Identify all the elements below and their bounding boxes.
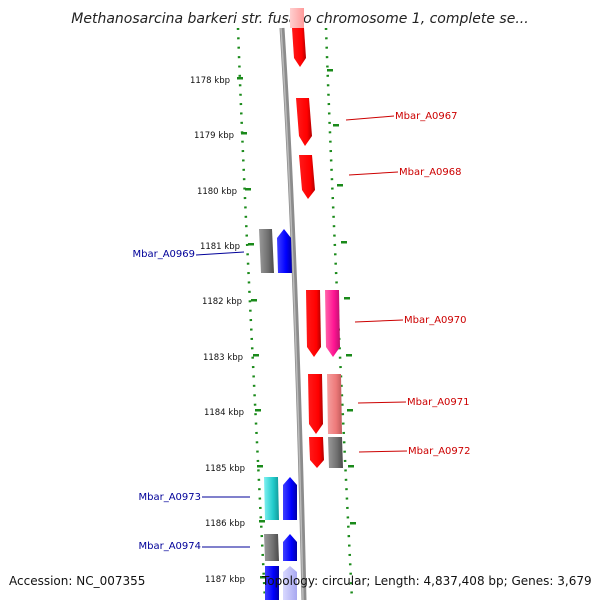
gene-arrow-reverse[interactable] bbox=[264, 534, 279, 561]
gene-arrow-forward[interactable] bbox=[328, 437, 343, 468]
tick-label: 1187 kbp bbox=[205, 575, 245, 585]
gene-arrow-reverse[interactable] bbox=[283, 534, 297, 561]
tick-label: 1186 kbp bbox=[205, 519, 245, 529]
gene-arrow-reverse[interactable] bbox=[259, 229, 274, 273]
gene-arrow-forward[interactable] bbox=[306, 290, 321, 357]
gene-arrow-forward[interactable] bbox=[308, 374, 323, 434]
gene-arrow-reverse[interactable] bbox=[283, 566, 297, 600]
gene-label[interactable]: Mbar_A0967 bbox=[395, 111, 458, 122]
gene-arrow-forward[interactable] bbox=[309, 437, 324, 468]
gene-label[interactable]: Mbar_A0969 bbox=[132, 249, 195, 260]
gene-arrow-forward[interactable] bbox=[290, 8, 304, 28]
tick-label: 1178 kbp bbox=[190, 76, 230, 86]
tick-label: 1181 kbp bbox=[200, 242, 240, 252]
gene-arrow-forward[interactable] bbox=[299, 155, 315, 199]
tick-marks bbox=[237, 77, 266, 579]
gene-arrow-forward[interactable] bbox=[292, 28, 306, 67]
tick-label: 1185 kbp bbox=[205, 464, 245, 474]
gene-arrow-reverse[interactable] bbox=[264, 477, 279, 520]
topology-text: Topology: circular; Length: 4,837,408 bp… bbox=[262, 574, 592, 588]
tick-label: 1184 kbp bbox=[204, 408, 244, 418]
gene-label[interactable]: Mbar_A0972 bbox=[408, 446, 471, 457]
gene-label[interactable]: Mbar_A0968 bbox=[399, 167, 462, 178]
gene-label[interactable]: Mbar_A0970 bbox=[404, 315, 467, 326]
label-leaders bbox=[195, 115, 408, 548]
gene-arrow-reverse[interactable] bbox=[277, 229, 292, 273]
gene-arrow-forward[interactable] bbox=[296, 98, 312, 146]
chromosome-backbone bbox=[279, 27, 307, 600]
gene-arrow-reverse[interactable] bbox=[265, 566, 279, 600]
gene-label[interactable]: Mbar_A0974 bbox=[138, 541, 201, 552]
accession-text: Accession: NC_007355 bbox=[9, 574, 146, 588]
gene-arrow-forward[interactable] bbox=[325, 290, 340, 357]
tick-label: 1182 kbp bbox=[202, 297, 242, 307]
gene-arrow-reverse[interactable] bbox=[283, 477, 297, 520]
gene-arrow-forward[interactable] bbox=[327, 374, 342, 434]
tick-label: 1179 kbp bbox=[194, 131, 234, 141]
gene-label[interactable]: Mbar_A0973 bbox=[138, 492, 201, 503]
tick-label: 1180 kbp bbox=[197, 187, 237, 197]
tick-label: 1183 kbp bbox=[203, 353, 243, 363]
left-scale-line bbox=[236, 27, 267, 600]
right-tick-marks bbox=[327, 69, 356, 525]
gene-label[interactable]: Mbar_A0971 bbox=[407, 397, 470, 408]
